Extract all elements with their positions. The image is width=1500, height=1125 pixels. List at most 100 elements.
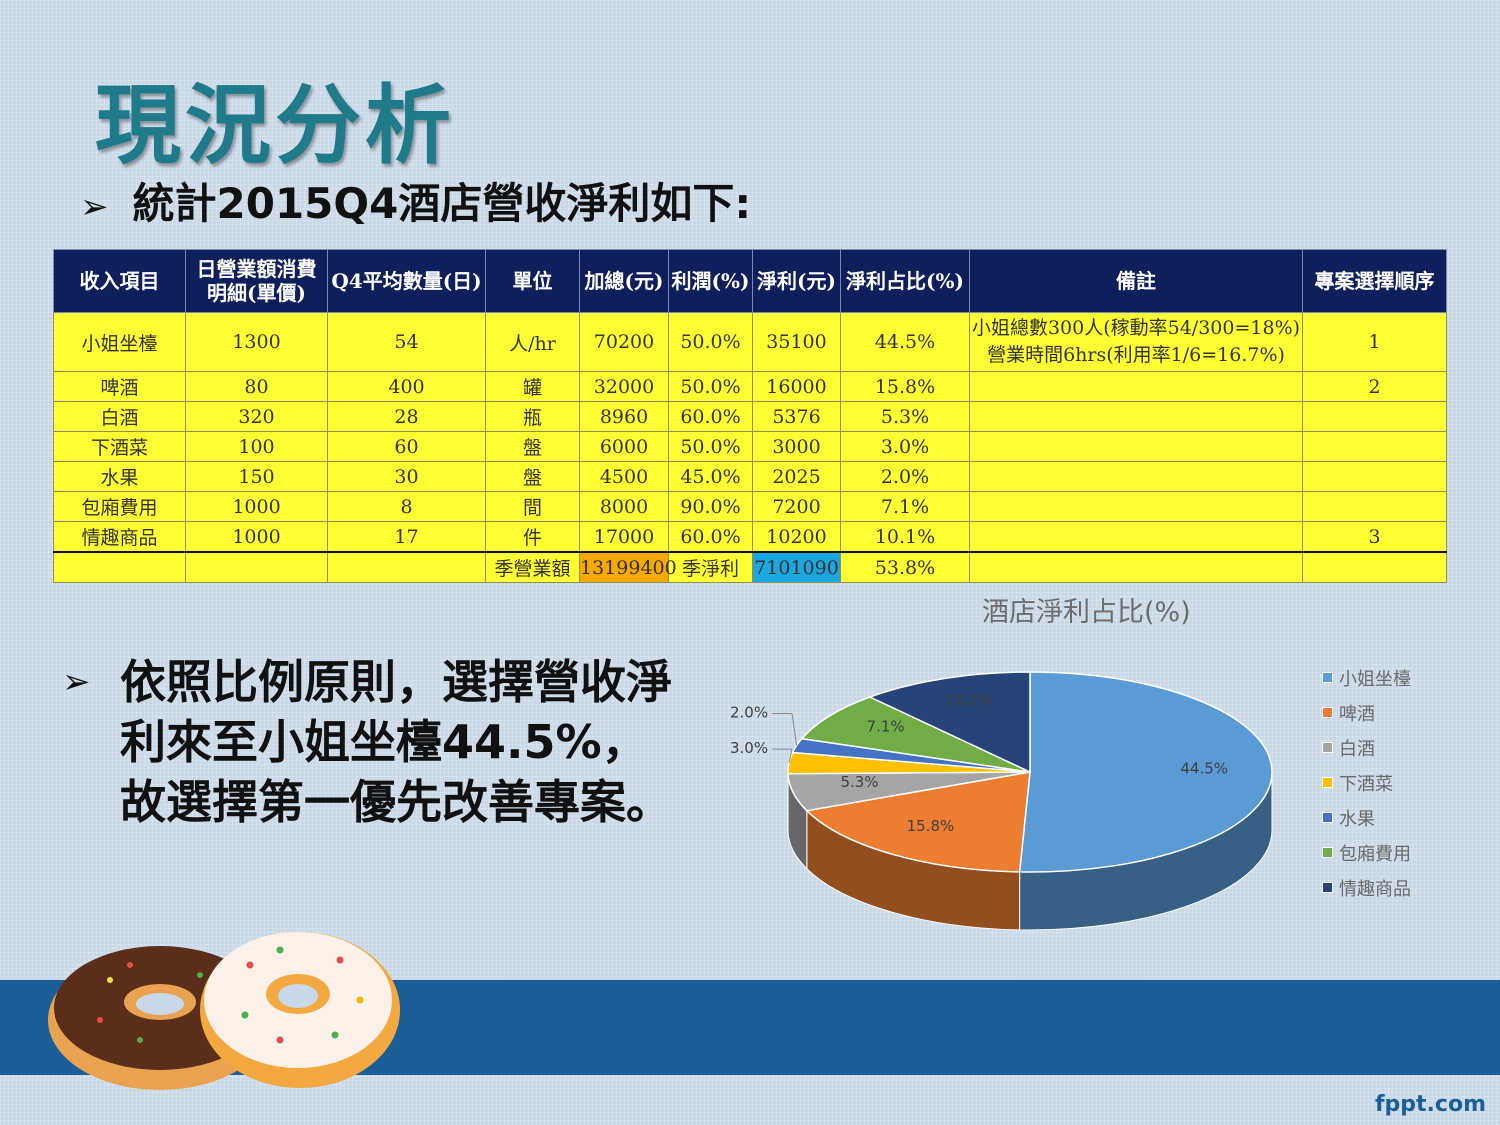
data-label: 15.8% [907, 817, 955, 835]
page-title: 現況分析 [95, 76, 455, 176]
pie-slice [867, 671, 1031, 774]
legend-item: 白酒 [1322, 730, 1411, 765]
table-cell: 人/hr [485, 312, 580, 372]
table-cell: 54 [327, 312, 486, 372]
data-label: 5.3% [840, 773, 878, 791]
table-cell [969, 401, 1303, 432]
table-row: 啤酒 80 400 罐 32000 50.0% 16000 15.8% 2 [53, 371, 1447, 402]
col-header: 加總(元) [579, 249, 669, 313]
chart-title: 酒店淨利占比(%) [982, 597, 1191, 628]
table-cell: 16000 [752, 371, 841, 402]
table-cell [1302, 551, 1447, 583]
table-cell: 10.1% [840, 521, 970, 553]
data-label: 10.1% [945, 691, 993, 709]
table-cell: 7.1% [840, 491, 970, 522]
table-cell: 32000 [579, 371, 669, 402]
table-cell: 17 [327, 521, 486, 553]
legend-item: 情趣商品 [1322, 870, 1411, 905]
table-cell: 啤酒 [53, 371, 186, 402]
table-row: 小姐坐檯 1300 54 人/hr 70200 50.0% 35100 44.5% 小姐總數30… [53, 312, 1447, 372]
table-cell: 28 [327, 401, 486, 432]
table-cell: 100 [185, 431, 328, 462]
table-row: 白酒 320 28 瓶 8960 60.0% 5376 5.3% [53, 401, 1447, 432]
legend-item: 小姐坐檯 [1322, 660, 1411, 695]
table-cell: 45.0% [668, 461, 753, 492]
arrow-bullet-icon: ➢ [62, 662, 91, 702]
table-cell [327, 551, 486, 583]
table-cell: 320 [185, 401, 328, 432]
table-cell: 件 [485, 521, 580, 553]
legend-label: 下酒菜 [1339, 773, 1393, 795]
arrow-bullet-icon: ➢ [80, 187, 109, 227]
legend-label: 情趣商品 [1339, 878, 1411, 900]
table-row: 水果 150 30 盤 4500 45.0% 2025 2.0% [53, 461, 1447, 492]
table-cell: 50.0% [668, 312, 753, 372]
table-cell [185, 551, 328, 583]
col-header: 淨利占比(%) [840, 249, 970, 313]
table-cell [969, 491, 1303, 522]
table-cell: 53.8% [840, 551, 970, 583]
donut-illustration [48, 932, 400, 1090]
table-cell: 情趣商品 [53, 521, 186, 553]
conclusion-text: 依照比例原則，選擇營收淨利來至小姐坐檯44.5%，故選擇第一優先改善專案。 [120, 655, 672, 829]
legend-label: 白酒 [1339, 738, 1375, 760]
legend-swatch [1322, 707, 1333, 718]
table-cell: 30 [327, 461, 486, 492]
legend-swatch [1322, 882, 1333, 893]
legend-label: 啤酒 [1339, 703, 1375, 725]
col-header: 收入項目 [53, 249, 186, 313]
table-cell: 白酒 [53, 401, 186, 432]
data-label: 44.5% [1180, 760, 1228, 778]
table-cell: 瓶 [485, 401, 580, 432]
footer-brand: fppt.com [1374, 1092, 1486, 1117]
table-cell: 50.0% [668, 371, 753, 402]
data-label: 7.1% [867, 718, 905, 736]
table-cell: 1000 [185, 521, 328, 553]
table-cell: 間 [485, 491, 580, 522]
table-cell: 35100 [752, 312, 841, 372]
col-header: 日營業額消費明細(單價) [185, 249, 328, 313]
col-header: Q4平均數量(日) [327, 249, 486, 313]
col-header: 利潤(%) [668, 249, 753, 313]
data-label: 2.0% [730, 703, 768, 721]
table-cell: 5.3% [840, 401, 970, 432]
table-cell: 2025 [752, 461, 841, 492]
table-cell: 400 [327, 371, 486, 402]
table-cell: 70200 [579, 312, 669, 372]
table-cell: 50.0% [668, 431, 753, 462]
subtitle: ➢ 統計2015Q4酒店營收淨利如下: [80, 170, 751, 231]
revenue-table: 收入項目 日營業額消費明細(單價) Q4平均數量(日) 單位 加總(元) 利潤(… [53, 249, 1447, 583]
col-header: 備註 [969, 249, 1303, 313]
table-cell [969, 371, 1303, 402]
table-cell: 8960 [579, 401, 669, 432]
table-cell: 包廂費用 [53, 491, 186, 522]
table-row: 下酒菜 100 60 盤 6000 50.0% 3000 3.0% [53, 431, 1447, 462]
data-label: 3.0% [730, 739, 768, 757]
col-header: 單位 [485, 249, 580, 313]
table-cell: 小姐坐檯 [53, 312, 186, 372]
table-cell: 15.8% [840, 371, 970, 402]
table-header-row: 收入項目 日營業額消費明細(單價) Q4平均數量(日) 單位 加總(元) 利潤(… [53, 249, 1447, 313]
table-row: 包廂費用 1000 8 間 8000 90.0% 7200 7.1% [53, 491, 1447, 522]
legend-item: 啤酒 [1322, 695, 1411, 730]
table-cell: 8 [327, 491, 486, 522]
table-cell: 10200 [752, 521, 841, 553]
pie-slice [805, 771, 1031, 873]
legend-label: 包廂費用 [1339, 843, 1411, 865]
table-cell [969, 551, 1303, 583]
leader-line [772, 712, 798, 746]
table-cell: 60.0% [668, 521, 753, 553]
pie-slice [1018, 671, 1273, 873]
legend-swatch [1322, 777, 1333, 788]
conclusion-bullet: ➢ 依照比例原則，選擇營收淨利來至小姐坐檯44.5%，故選擇第一優先改善專案。 [62, 652, 682, 832]
table-cell: 90.0% [668, 491, 753, 522]
table-cell: 17000 [579, 521, 669, 553]
table-cell [969, 461, 1303, 492]
table-cell: 6000 [579, 431, 669, 462]
table-cell: 3.0% [840, 431, 970, 462]
table-cell: 13199400 [579, 551, 677, 583]
table-cell: 2 [1302, 371, 1447, 402]
legend-item: 水果 [1322, 800, 1411, 835]
table-cell: 150 [185, 461, 328, 492]
table-cell: 季淨利 [668, 551, 753, 583]
